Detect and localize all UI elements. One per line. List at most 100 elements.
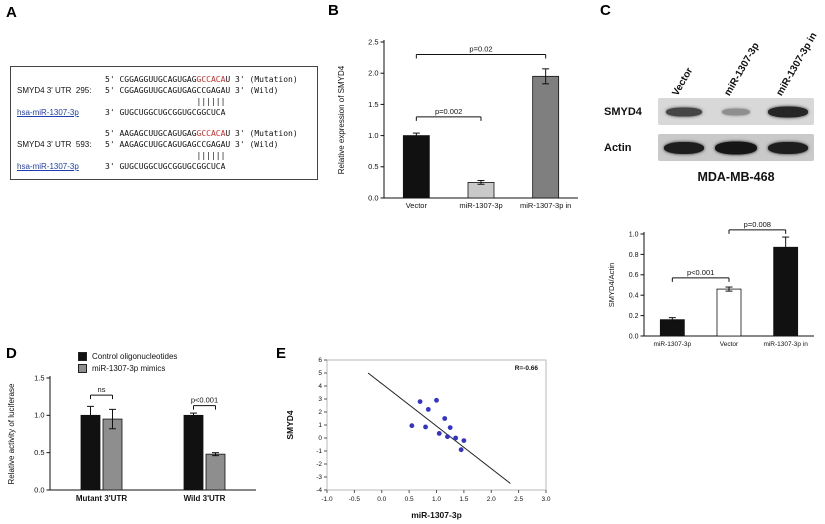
mirna-name-link[interactable]: hsa-miR-1307-3p	[17, 108, 79, 117]
svg-text:0.0: 0.0	[34, 485, 44, 494]
svg-text:0.5: 0.5	[368, 162, 378, 171]
svg-text:6: 6	[318, 357, 322, 364]
panel-b-label: B	[328, 2, 339, 19]
svg-text:1.0: 1.0	[432, 496, 441, 503]
mirna-row: hsa-miR-1307-3p 3' GUGCUGGCUGCGGUGCGGCUC…	[17, 107, 311, 118]
mutated-nucleotides: GCCACA	[196, 129, 226, 138]
wild-row: SMYD4 3' UTR 593: 5' AAGAGCUUGCAGUGAGCCG…	[17, 139, 311, 150]
svg-text:1.5: 1.5	[368, 100, 378, 109]
svg-text:4: 4	[318, 383, 322, 390]
svg-text:-1.0: -1.0	[321, 496, 333, 503]
luciferase-legend: Control oligonucleotides miR-1307-3p mim…	[78, 352, 177, 373]
svg-text:SMYD4/Actin: SMYD4/Actin	[607, 263, 616, 308]
svg-text:1.0: 1.0	[629, 231, 639, 238]
utr-position-label: SMYD4 3' UTR 593:	[17, 140, 92, 149]
svg-text:1.5: 1.5	[34, 373, 44, 382]
blot-band	[715, 141, 757, 154]
svg-text:0.6: 0.6	[629, 272, 639, 279]
mutation-sequence: 5' AAGAGCUUGCAGUGAGGCCACAU 3' (Mutation)	[105, 129, 298, 138]
smyd4-expression-bar-chart: 0.0 0.5 1.0 1.5 2.0 2.5 Relative expression of…	[337, 37, 578, 210]
svg-text:miR-1307-3p: miR-1307-3p	[459, 201, 502, 210]
wild-row: SMYD4 3' UTR 295: 5' CGGAGGUUGCAGUGAGCCG…	[17, 85, 311, 96]
legend-label-mimics: miR-1307-3p mimics	[92, 364, 166, 373]
wild-sequence: 5' CGGAGGUUGCAGUGAGCCGAGAU 3' (Wild)	[105, 86, 279, 95]
cell-line-label: MDA-MB-468	[697, 170, 775, 184]
blot-protein-label: Actin	[604, 141, 632, 154]
svg-text:miR-1307-3p in: miR-1307-3p in	[520, 201, 571, 210]
lane-label-vector: Vector	[670, 66, 696, 98]
mutation-row: 5' AAGAGCUUGCAGUGAGGCCACAU 3' (Mutation)	[17, 128, 311, 139]
legend-row-control: Control oligonucleotides	[78, 352, 177, 361]
smyd4-blot-strip	[658, 98, 814, 125]
svg-text:0.8: 0.8	[629, 252, 639, 259]
svg-text:2.0: 2.0	[487, 496, 496, 503]
svg-text:SMYD4: SMYD4	[285, 410, 295, 440]
panel-d-label: D	[6, 345, 17, 362]
svg-text:-2: -2	[316, 461, 322, 468]
pairing-row: ||||||	[17, 96, 311, 107]
mirna-sequence: 3' GUGCUGGCUGCGGUGCGGCUCA	[105, 108, 226, 117]
blot-lane-labels: Vector miR-1307-3p miR-1307-3p in	[604, 6, 824, 98]
mutated-nucleotides: GCCACA	[196, 75, 226, 84]
svg-text:2: 2	[318, 409, 322, 416]
western-blot: Vector miR-1307-3p miR-1307-3p in SMYD4 …	[604, 6, 824, 184]
blot-protein-label: SMYD4	[604, 105, 642, 118]
smyd4-actin-ratio-bar-chart: 0.0 0.2 0.4 0.6 0.8 1.0 SMYD4/Actin miR-1307-3p…	[607, 220, 814, 348]
svg-text:0.0: 0.0	[377, 496, 386, 503]
wild-sequence: 5' AAGAGCUUGCAGUGAGCCGAGAU 3' (Wild)	[105, 140, 279, 149]
panel-d-chart-wrap: 0.0 0.5 1.0 1.5 Relative activity of lucifer…	[2, 366, 270, 518]
sequence-alignment-box: 5' CGGAGGUUGCAGUGAGGCCACAU 3' (Mutation)…	[10, 66, 318, 180]
panel-e-chart-wrap: -1.0 -0.5 0.0 0.5 1.0 1.5 2.0 2.5 3.0 -4 -3 -2 -1 0 1 2…	[283, 350, 558, 522]
pairing-bars: ||||||	[105, 97, 226, 106]
correlation-scatter-plot: -1.0 -0.5 0.0 0.5 1.0 1.5 2.0 2.5 3.0 -4 -3 -2 -1 0 1 2…	[285, 357, 551, 520]
lane-label-mir: miR-1307-3p	[722, 40, 762, 98]
svg-text:0.5: 0.5	[405, 496, 414, 503]
svg-text:-1: -1	[316, 448, 322, 455]
svg-text:-4: -4	[316, 487, 322, 494]
svg-text:miR-1307-3p: miR-1307-3p	[411, 510, 462, 520]
mirna-sequence: 3' GUGCUGGCUGCGGUGCGGCUCA	[105, 162, 226, 171]
svg-text:Wild 3'UTR: Wild 3'UTR	[184, 494, 226, 503]
legend-row-mimics: miR-1307-3p mimics	[78, 364, 177, 373]
svg-text:0.2: 0.2	[629, 313, 639, 320]
svg-text:0.0: 0.0	[629, 333, 639, 340]
legend-label-control: Control oligonucleotides	[92, 352, 178, 361]
svg-text:Vector: Vector	[720, 341, 739, 348]
svg-text:p=0.002: p=0.002	[435, 107, 462, 116]
svg-text:Mutant 3'UTR: Mutant 3'UTR	[76, 494, 127, 503]
panel-e-label: E	[276, 345, 287, 362]
svg-text:1.0: 1.0	[368, 131, 378, 140]
svg-text:2.5: 2.5	[368, 37, 378, 46]
svg-text:p=0.008: p=0.008	[744, 220, 771, 229]
svg-text:3.0: 3.0	[541, 496, 550, 503]
svg-text:1: 1	[318, 422, 322, 429]
svg-text:0.5: 0.5	[34, 448, 44, 457]
svg-text:Relative activity of luciferas: Relative activity of luciferase	[7, 383, 16, 484]
blot-band	[768, 106, 808, 117]
utr-position-label: SMYD4 3' UTR 295:	[17, 86, 92, 95]
actin-blot-strip	[658, 134, 814, 161]
mirna-row: hsa-miR-1307-3p 3' GUGCUGGCUGCGGUGCGGCUC…	[17, 161, 311, 172]
blot-row-smyd4: SMYD4	[604, 98, 824, 125]
mutation-row: 5' CGGAGGUUGCAGUGAGGCCACAU 3' (Mutation)	[17, 74, 311, 85]
blot-band	[768, 141, 808, 154]
svg-text:ns: ns	[98, 385, 106, 394]
pairing-bars: ||||||	[105, 151, 226, 160]
svg-text:p<0.001: p<0.001	[191, 396, 218, 405]
panel-a-label: A	[6, 4, 17, 21]
panel-c-chart-wrap: 0.0 0.2 0.4 0.6 0.8 1.0 SMYD4/Actin miR-1307-3p…	[604, 212, 822, 362]
luciferase-activity-bar-chart: 0.0 0.5 1.0 1.5 Relative activity of lucifer…	[7, 373, 256, 503]
svg-text:p<0.001: p<0.001	[687, 268, 714, 277]
svg-text:Vector: Vector	[406, 201, 428, 210]
mutation-sequence: 5' CGGAGGUUGCAGUGAGGCCACAU 3' (Mutation)	[105, 75, 298, 84]
pairing-row: ||||||	[17, 150, 311, 161]
svg-text:Relative expression of SMYD4: Relative expression of SMYD4	[337, 65, 346, 174]
svg-text:miR-1307-3p in: miR-1307-3p in	[763, 341, 808, 348]
panel-c-label: C	[600, 2, 611, 19]
blot-row-actin: Actin	[604, 134, 824, 161]
svg-text:p=0.02: p=0.02	[469, 44, 492, 53]
mirna-name-link[interactable]: hsa-miR-1307-3p	[17, 162, 79, 171]
blot-band	[722, 108, 750, 115]
svg-text:1.0: 1.0	[34, 411, 44, 420]
